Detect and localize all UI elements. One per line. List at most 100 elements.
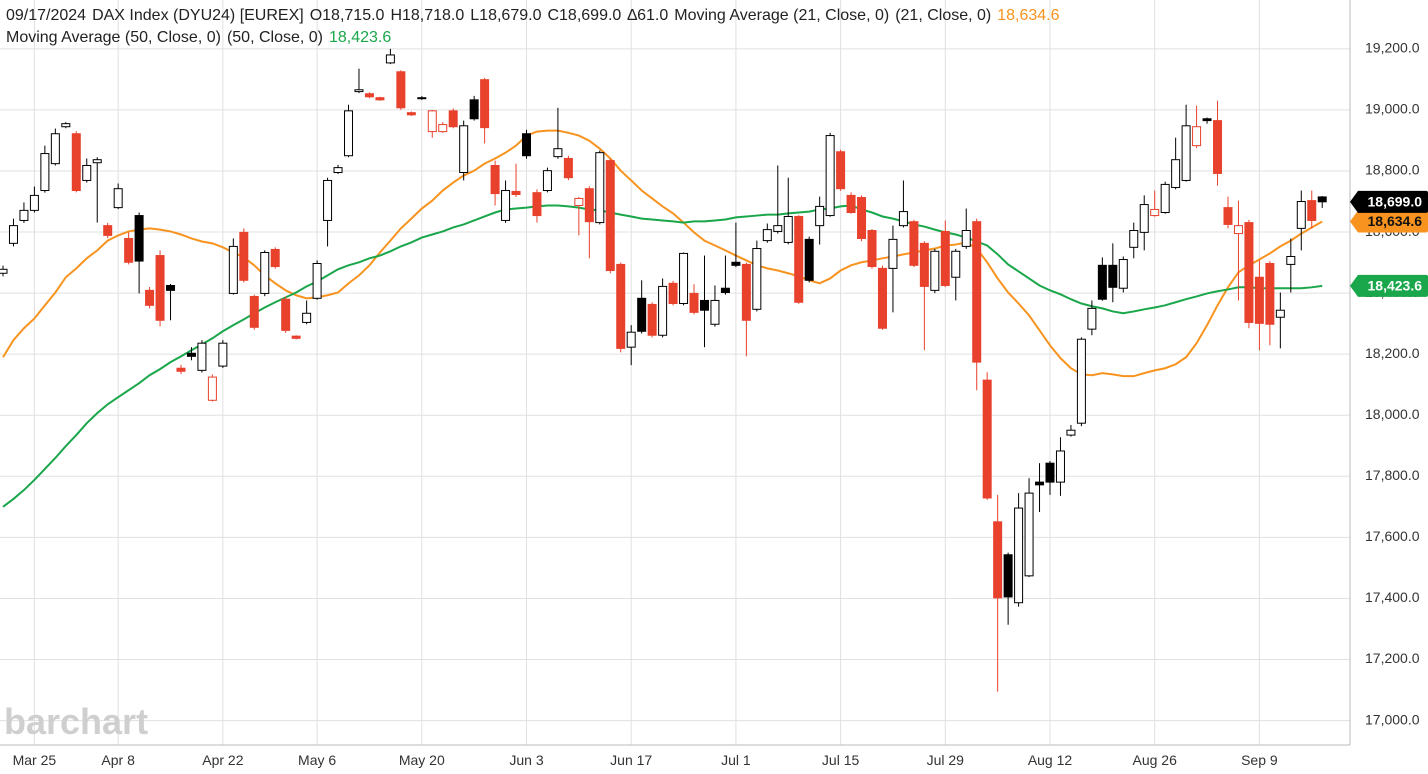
candle-body [1014,507,1024,604]
candle-body [679,252,689,304]
candle-body [71,133,81,192]
price-badge [1350,274,1428,297]
candle-body [186,352,196,357]
candle-body [668,282,678,304]
candle-body [113,188,123,209]
candle-body [1139,204,1149,233]
candle-body [249,295,259,328]
candle-body [909,221,919,266]
candle-body [961,230,971,247]
price-badge-label: 18,423.6 [1368,278,1423,294]
candle-body [877,267,887,329]
axes: 17,000.0 17,200.0 17,400.0 17,600.0 17,800.0… [13,40,1420,768]
candle-body [1129,230,1139,248]
candle-body [982,379,992,499]
candle-body [993,521,1003,599]
candle-body [794,215,804,303]
header-text: 09/17/2024 [6,7,86,24]
candle-body [752,248,762,310]
candle-body [1265,262,1275,325]
x-tick-label: Aug 26 [1133,752,1178,768]
candle-body [0,268,8,274]
y-tick-label: 19,200.0 [1365,40,1420,56]
candle-body [385,54,395,64]
candle-body [218,342,228,367]
candle-body [1076,338,1086,424]
candle-body [291,335,301,339]
y-tick-label: 19,000.0 [1365,101,1420,117]
candle-body [731,261,741,266]
candle-body [783,215,793,243]
x-tick-label: Apr 8 [101,752,135,768]
candle-body [1087,307,1097,330]
candle-body [469,99,479,120]
candle-body [1286,255,1296,265]
y-tick-label: 17,400.0 [1365,589,1420,605]
candle-body [323,179,333,221]
candle-body [815,205,825,227]
candle-body [647,303,657,336]
candle-body [595,152,605,224]
candle-body [574,197,584,206]
candle-body [1118,259,1128,289]
candle-body [532,192,542,217]
candle-body [658,285,668,336]
candle-body [166,284,176,291]
candle-body [940,230,950,286]
candle-body [61,123,71,128]
x-tick-label: Jul 29 [927,752,965,768]
candle-body [898,211,908,227]
candle-body [762,229,772,242]
candle-body [1223,207,1233,225]
x-tick-label: Jun 3 [509,752,543,768]
candle-body [637,297,647,332]
candle-body [804,238,814,281]
price-badge-label: 18,634.6 [1368,213,1423,229]
candle-body [124,237,134,263]
header-text: Moving Average (50, Close, 0) [6,29,221,46]
candle-body [448,110,458,128]
candle-body [919,242,929,287]
candle-body [888,238,898,269]
y-tick-label: 18,200.0 [1365,345,1420,361]
price-badge-label: 18,699.0 [1368,194,1423,210]
candle-body [857,197,867,239]
candle-body [511,190,521,195]
x-tick-label: Apr 22 [202,752,243,768]
candle-body [1097,264,1107,300]
candle-body [616,263,626,349]
header-line-2: Moving Average (50, Close, 0) (50, Close,… [6,29,391,46]
candle-body [1108,264,1118,288]
candle-body [228,245,238,294]
candle-body [312,262,322,299]
candle-body [1202,118,1212,122]
candle-body [1066,429,1076,436]
candle-body [1045,462,1055,483]
candle-body [1192,126,1202,147]
candle-body [8,225,18,244]
candle-body [1213,120,1223,174]
header-text: O18,715.0 [310,7,385,24]
candle-body [155,255,165,321]
candle-body [689,292,699,313]
x-tick-label: May 20 [399,752,445,768]
candle-body [459,125,469,174]
header-text: 18,634.6 [997,7,1059,24]
candle-body [836,151,846,190]
candle-body [825,135,835,217]
plot-area [0,48,1327,692]
candle-body [553,148,563,158]
candle-body [1055,450,1065,483]
candle-body [92,159,102,164]
x-tick-label: Jun 17 [610,752,652,768]
header-text: L18,679.0 [470,7,541,24]
candle-body [720,287,730,294]
candle-body [417,97,427,100]
candle-body [1307,200,1317,221]
candle-body [1254,276,1264,324]
candle-body [270,248,280,268]
header-text: ∆61.0 [627,7,668,24]
header-text: C18,699.0 [547,7,621,24]
candle-body [103,225,113,236]
header-text: (50, Close, 0) [227,29,323,46]
